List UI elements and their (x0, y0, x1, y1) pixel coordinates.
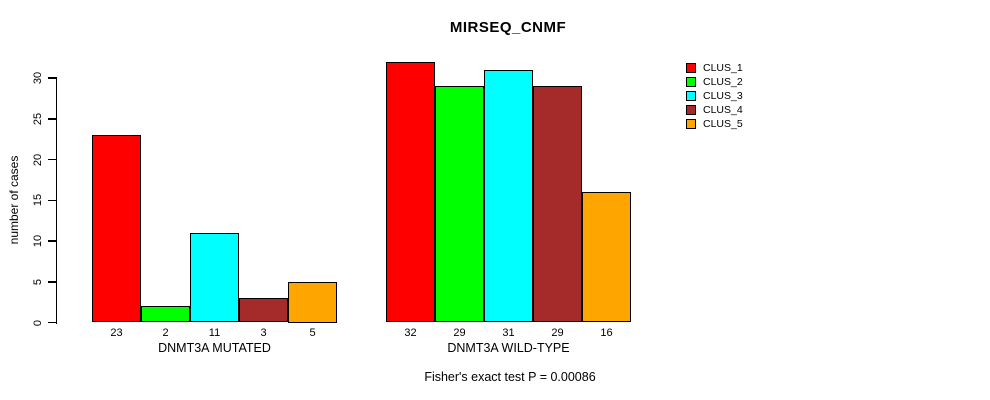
y-axis-tick-label: 25 (32, 112, 44, 125)
y-axis-line (55, 77, 57, 324)
legend-swatch-icon (686, 77, 696, 87)
bar-value-label: 23 (110, 327, 123, 339)
legend-label: CLUS_3 (703, 90, 743, 102)
legend-swatch-icon (686, 119, 696, 129)
legend-label: CLUS_2 (703, 76, 743, 88)
bar-clus_5-group1 (288, 281, 337, 323)
y-axis-tick-label: 15 (32, 194, 44, 207)
bar-clus_3-group1 (190, 232, 239, 323)
legend-swatch-icon (686, 91, 696, 101)
y-axis-tick (47, 321, 56, 324)
legend-label: CLUS_5 (703, 118, 743, 130)
legend-item-clus_2: CLUS_2 (686, 75, 743, 89)
legend-swatch-icon (686, 105, 696, 115)
bar-value-label: 29 (551, 327, 564, 339)
caption: Fisher's exact test P = 0.00086 (424, 370, 596, 384)
bar-clus_3-group2 (484, 69, 533, 323)
y-axis-tick (47, 158, 56, 161)
y-axis-tick-label: 5 (32, 278, 44, 285)
bar-value-label: 11 (208, 327, 221, 339)
y-axis-tick-label: 0 (32, 319, 44, 326)
bar-clus_2-group2 (435, 86, 484, 323)
bar-value-label: 3 (260, 327, 267, 339)
bar-value-label: 5 (309, 327, 316, 339)
y-axis-tick (47, 240, 56, 242)
legend-item-clus_4: CLUS_4 (686, 103, 743, 117)
bar-value-label: 2 (162, 327, 169, 339)
y-axis-tick-label: 20 (32, 153, 44, 166)
y-axis-tick (47, 118, 56, 120)
bar-value-label: 32 (404, 327, 417, 339)
bar-clus_1-group2 (386, 61, 435, 323)
legend-item-clus_5: CLUS_5 (686, 117, 743, 131)
bar-clus_4-group1 (239, 298, 288, 323)
bar-value-label: 29 (453, 327, 466, 339)
x-group-label: DNMT3A WILD-TYPE (447, 341, 570, 355)
legend-label: CLUS_4 (703, 104, 743, 116)
y-axis-tick (47, 281, 56, 283)
legend: CLUS_1 CLUS_2 CLUS_3 CLUS_4 CLUS_5 (686, 61, 743, 131)
y-axis-tick-label: 30 (32, 71, 44, 85)
chart-title: MIRSEQ_CNMF (449, 19, 567, 36)
y-axis-tick-label: 10 (32, 234, 44, 248)
legend-item-clus_3: CLUS_3 (686, 89, 743, 103)
y-axis-tick (47, 199, 56, 201)
bar-clus_4-group2 (533, 86, 582, 323)
bar-clus_2-group1 (141, 306, 190, 323)
bar-value-label: 31 (502, 327, 515, 339)
x-group-label: DNMT3A MUTATED (158, 341, 271, 355)
legend-swatch-icon (686, 63, 696, 73)
bar-clus_1-group1 (92, 135, 141, 323)
legend-item-clus_1: CLUS_1 (686, 61, 743, 75)
legend-label: CLUS_1 (703, 62, 743, 74)
bar-clus_5-group2 (582, 192, 631, 323)
bar-value-label: 16 (600, 327, 613, 339)
y-axis-tick (47, 77, 56, 79)
